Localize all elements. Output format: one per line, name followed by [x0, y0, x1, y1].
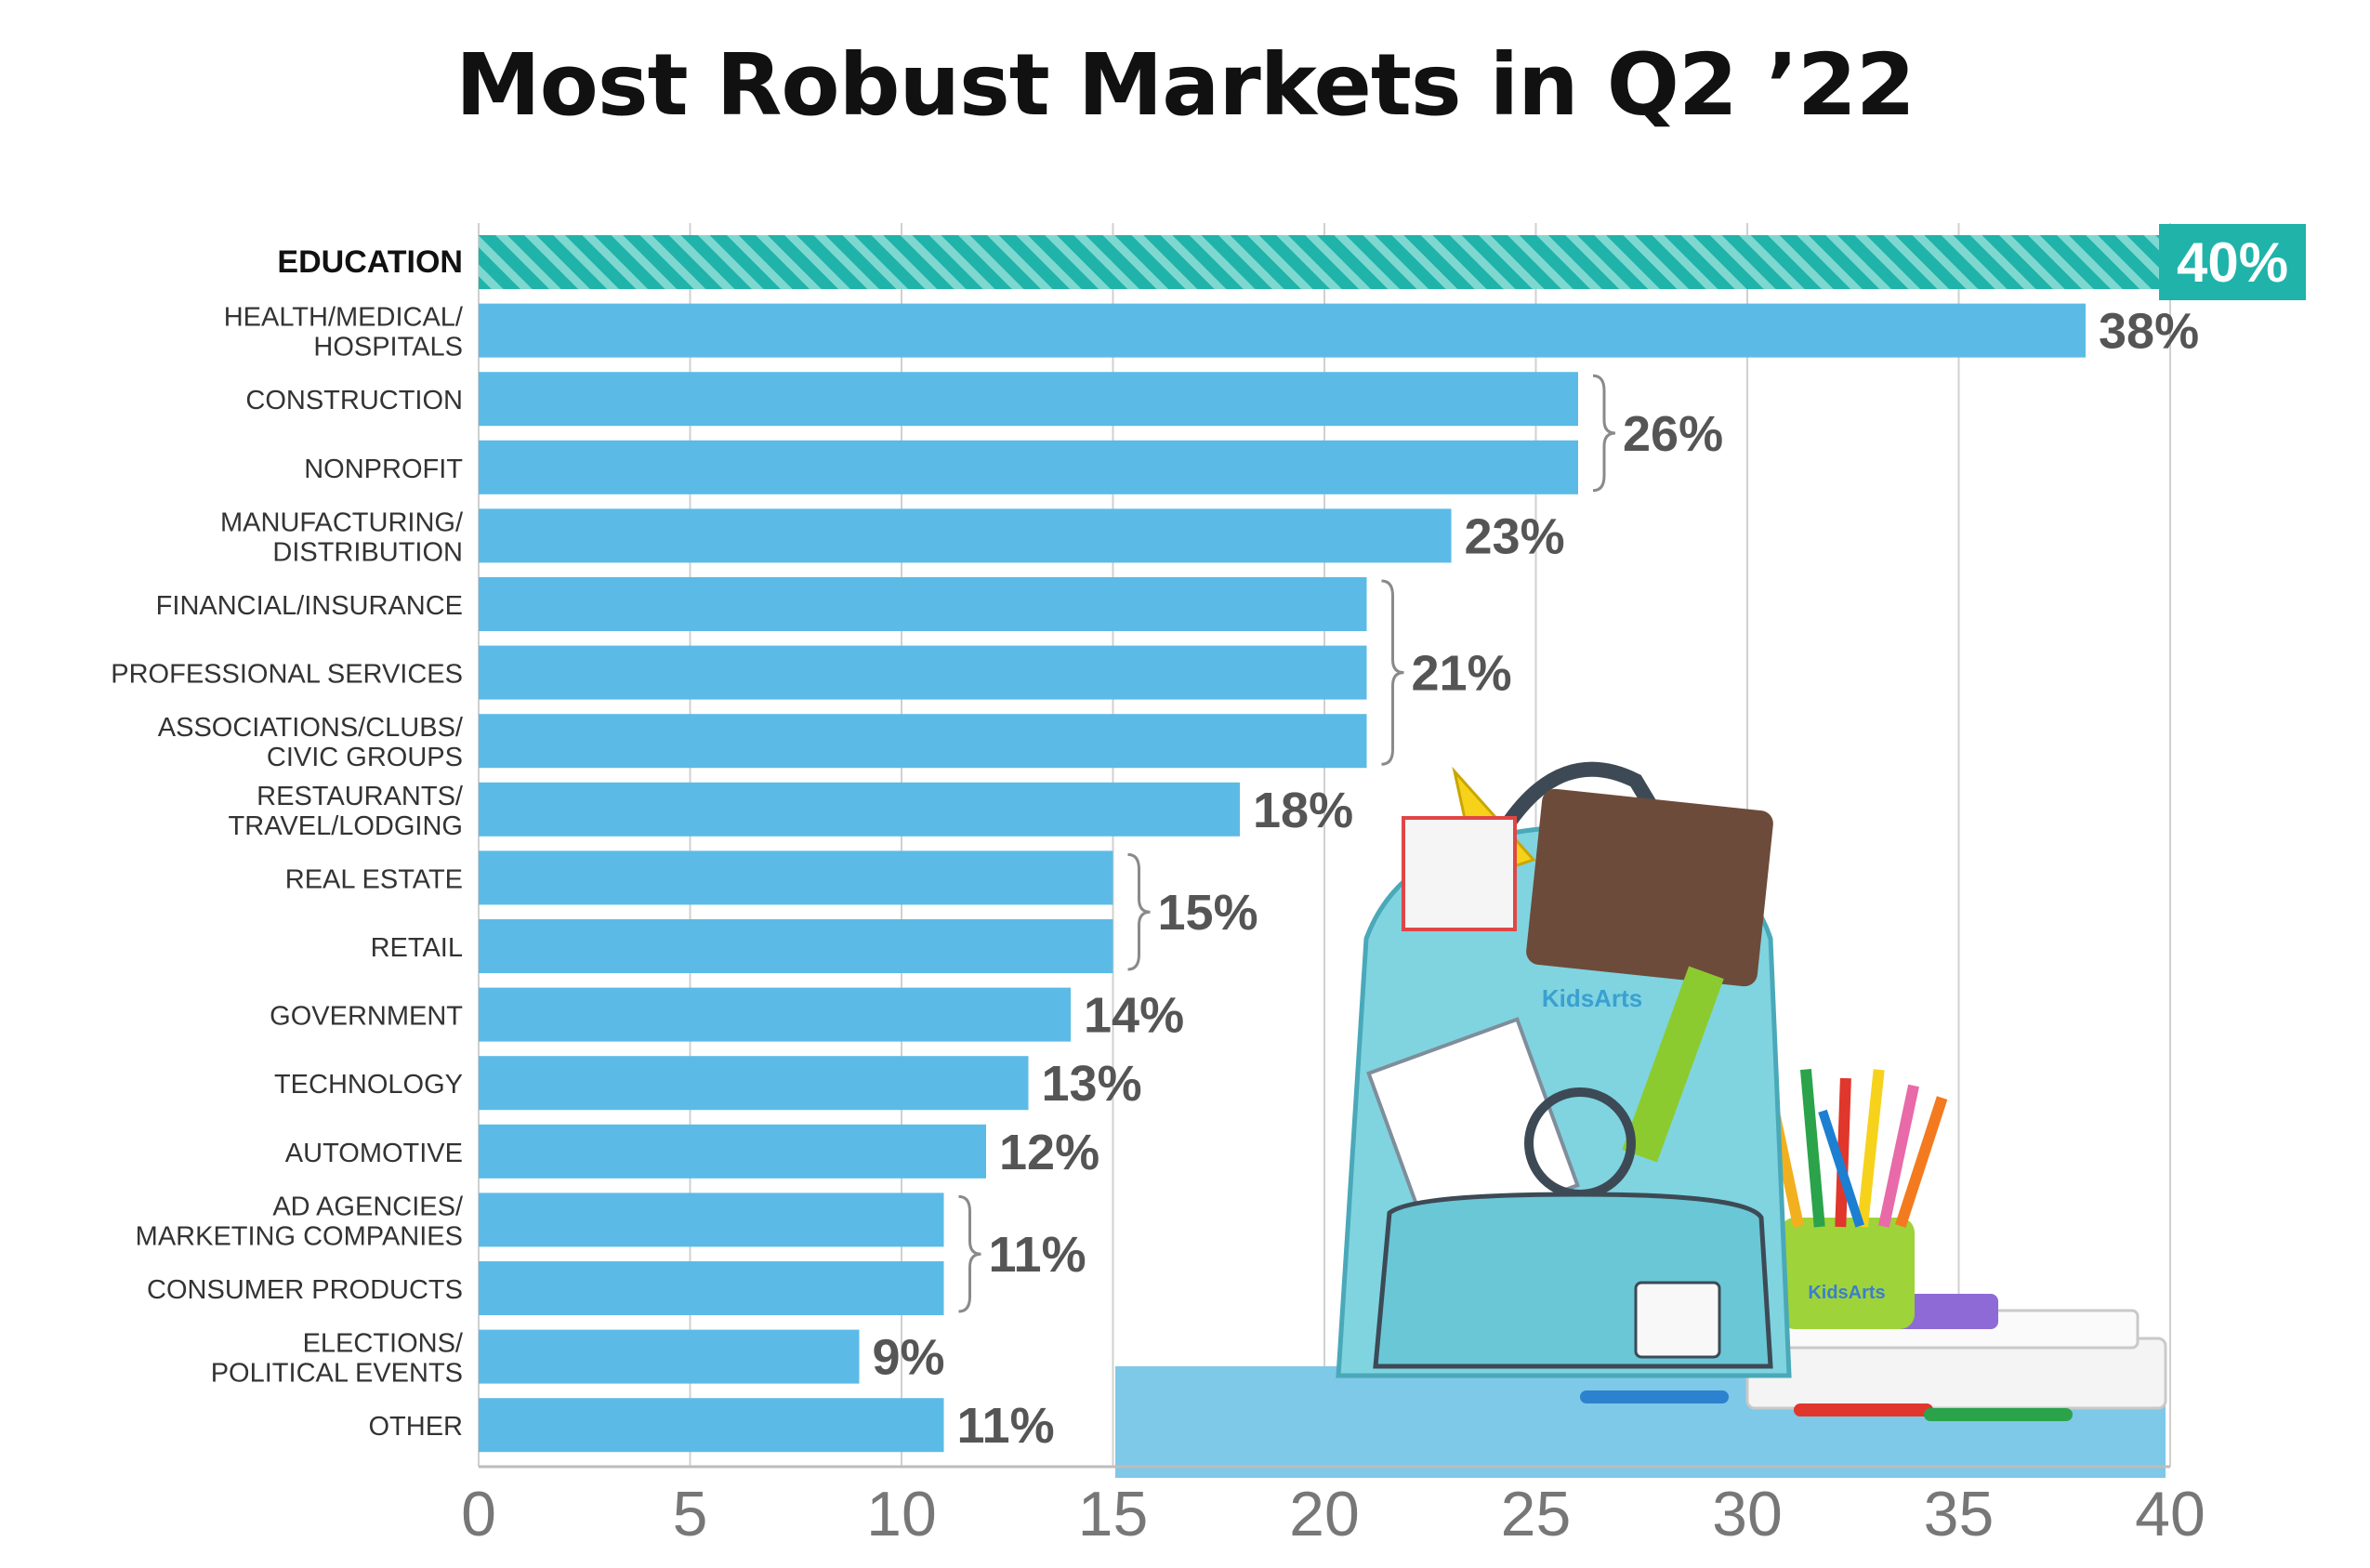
- x-tick-label: 30: [1712, 1479, 1783, 1549]
- marker-red: [1794, 1403, 1933, 1416]
- x-tick-label: 10: [866, 1479, 937, 1549]
- category-label: CONSTRUCTION: [245, 386, 463, 415]
- bar-highlight: [479, 235, 2170, 289]
- x-tick-label: 35: [1924, 1479, 1995, 1549]
- value-label: 40%: [2177, 231, 2288, 294]
- backpack-handle: [1499, 761, 1670, 832]
- notebook: [1402, 816, 1517, 931]
- category-label: AD AGENCIES/MARKETING COMPANIES: [136, 1192, 464, 1251]
- pencil-cup: [1780, 1218, 1915, 1329]
- value-label: 18%: [1253, 783, 1353, 838]
- category-label: MANUFACTURING/DISTRIBUTION: [220, 507, 464, 567]
- bar: [479, 1398, 944, 1453]
- bar: [479, 303, 2086, 358]
- bar: [479, 1056, 1029, 1111]
- bar: [479, 919, 1113, 973]
- bar: [479, 714, 1367, 769]
- category-label: TECHNOLOGY: [274, 1070, 463, 1100]
- x-tick-label: 40: [2135, 1479, 2205, 1549]
- x-tick-label: 0: [461, 1479, 496, 1549]
- backpack-illustration: KidsArts KidsArts: [1115, 761, 2167, 1478]
- value-label: 38%: [2099, 304, 2199, 360]
- bar: [479, 850, 1113, 905]
- x-axis: 0 5 10 15 20 25 30 35 40: [461, 1465, 2205, 1549]
- group-bracket: [1127, 852, 1151, 971]
- bar: [479, 782, 1240, 837]
- group-bracket: [958, 1194, 981, 1313]
- bar: [479, 1192, 944, 1247]
- bar: [479, 1329, 860, 1384]
- category-label: GOVERNMENT: [270, 1002, 463, 1032]
- bar: [479, 987, 1071, 1042]
- backpack-logo: KidsArts: [1542, 984, 1642, 1012]
- bar: [479, 577, 1367, 631]
- value-label: 23%: [1465, 508, 1565, 564]
- category-label: OTHER: [369, 1412, 464, 1442]
- category-label: HEALTH/MEDICAL/HOSPITALS: [224, 303, 464, 362]
- category-label: FINANCIAL/INSURANCE: [156, 591, 463, 621]
- category-label: PROFESSIONAL SERVICES: [111, 660, 463, 690]
- cup-logo: KidsArts: [1808, 1283, 1885, 1303]
- category-labels: EDUCATION HEALTH/MEDICAL/HOSPITALS CONSTRU…: [111, 244, 464, 1442]
- category-label: EDUCATION: [277, 244, 463, 280]
- bars: [479, 235, 2170, 1453]
- bar: [479, 645, 1367, 700]
- bar: [479, 508, 1452, 563]
- category-label: ASSOCIATIONS/CLUBS/CIVIC GROUPS: [158, 713, 464, 772]
- value-label: 14%: [1084, 988, 1184, 1044]
- value-label: 11%: [989, 1227, 1086, 1283]
- group-bracket: [1381, 579, 1404, 766]
- x-tick-label: 15: [1078, 1479, 1149, 1549]
- chart-title: Most Robust Markets in Q2 ’22: [455, 35, 1916, 135]
- category-label: ELECTIONS/POLITICAL EVENTS: [211, 1329, 464, 1389]
- value-label: 12%: [999, 1125, 1099, 1180]
- bar: [479, 1124, 986, 1179]
- bar: [479, 440, 1578, 494]
- marker-blue: [1580, 1390, 1729, 1403]
- highlight-value-box: [2159, 224, 2306, 300]
- bar: [479, 1261, 944, 1315]
- value-label: 15%: [1158, 885, 1258, 941]
- category-label: REAL ESTATE: [285, 864, 463, 894]
- tablet: [1526, 788, 1773, 987]
- value-label: 9%: [873, 1330, 945, 1386]
- x-tick-label: 20: [1289, 1479, 1360, 1549]
- group-bracket: [1592, 374, 1616, 493]
- value-label: 26%: [1623, 406, 1723, 462]
- marker-green: [1924, 1408, 2073, 1421]
- category-label: AUTOMOTIVE: [285, 1139, 463, 1168]
- value-label: 21%: [1412, 646, 1512, 702]
- green-ruler: [1622, 966, 1724, 1163]
- x-tick-label: 25: [1501, 1479, 1572, 1549]
- category-label: RESTAURANTS/TRAVEL/LODGING: [229, 782, 464, 841]
- backpack-patch: [1634, 1281, 1721, 1359]
- x-tick-label: 5: [673, 1479, 708, 1549]
- category-label: RETAIL: [371, 933, 463, 963]
- value-label: 13%: [1042, 1056, 1142, 1112]
- pencils: [1764, 1069, 1948, 1228]
- category-label: CONSUMER PRODUCTS: [147, 1275, 463, 1305]
- value-labels: 40%38%26%23%21%18%15%14%13%12%11%9%11%: [873, 224, 2306, 1454]
- bar: [479, 372, 1578, 427]
- value-label: 11%: [957, 1398, 1055, 1454]
- category-label: NONPROFIT: [304, 455, 463, 484]
